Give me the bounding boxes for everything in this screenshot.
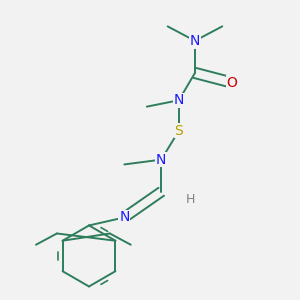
- Text: N: N: [190, 34, 200, 48]
- Text: O: O: [226, 76, 237, 90]
- Text: N: N: [156, 153, 166, 166]
- Text: H: H: [185, 193, 195, 206]
- Text: N: N: [174, 93, 184, 107]
- Text: N: N: [119, 210, 130, 224]
- Text: S: S: [175, 124, 183, 138]
